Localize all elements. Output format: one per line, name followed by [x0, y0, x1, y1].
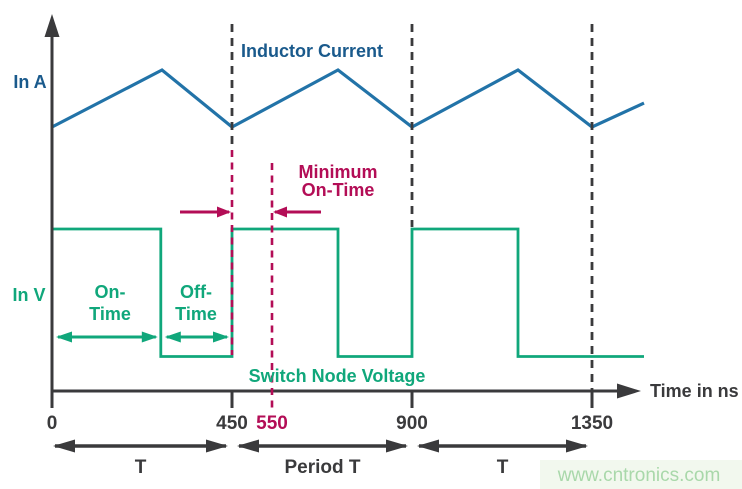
- period-span-arrow-arrowhead-icon: [386, 439, 408, 453]
- inductor-current-label: Inductor Current: [241, 41, 383, 61]
- minimum-on-time-right-arrow-arrowhead-icon: [273, 206, 287, 218]
- x-axis-tick-label: 0: [47, 413, 58, 434]
- inductor-current-series: [51, 68, 645, 129]
- y-axis-label-current: In A: [13, 72, 46, 92]
- x-axis-tick-label: 550: [256, 413, 288, 434]
- on-time-span-arrow-arrowhead-icon: [56, 331, 72, 343]
- period-span-arrow-arrowhead-icon: [417, 439, 439, 453]
- off-time-label-line1: Off-: [180, 282, 212, 302]
- off-time-span-arrow-arrowhead-icon: [164, 331, 181, 343]
- off-time-label-line2: Time: [175, 304, 217, 324]
- period-span-arrow-arrowhead-icon: [566, 439, 588, 453]
- x-axis-tick-label: 1350: [571, 413, 613, 434]
- minimum-on-time-label-line2: On-Time: [302, 180, 375, 200]
- x-axis-tick-label: 900: [396, 413, 428, 434]
- period-span-label: T: [497, 457, 509, 478]
- period-span-label: T: [135, 457, 147, 478]
- off-time-span-arrow-arrowhead-icon: [213, 331, 229, 343]
- period-span-label: Period T: [284, 457, 360, 478]
- x-axis-tick-label: 450: [216, 413, 248, 434]
- x-axis-label: Time in ns: [650, 381, 739, 401]
- y-axis-label-voltage: In V: [12, 285, 45, 305]
- period-span-arrow-arrowhead-icon: [206, 439, 228, 453]
- switch-node-voltage-series: [50, 227, 644, 358]
- watermark-text: www.cntronics.com: [557, 465, 721, 486]
- minimum-on-time-left-arrow-arrowhead-icon: [217, 206, 231, 218]
- switch-node-voltage-label: Switch Node Voltage: [249, 366, 426, 386]
- period-span-arrow-arrowhead-icon: [237, 439, 259, 453]
- on-time-label-line1: On-: [95, 282, 126, 302]
- on-time-span-arrow-arrowhead-icon: [141, 331, 158, 343]
- period-span-arrow-arrowhead-icon: [53, 439, 75, 453]
- minimum-on-time-label-line1: Minimum: [299, 162, 378, 182]
- y-axis-arrowhead-icon: [44, 14, 60, 37]
- watermark-background: [540, 460, 742, 489]
- on-time-label-line2: Time: [89, 304, 131, 324]
- x-axis-arrowhead-icon: [617, 383, 641, 399]
